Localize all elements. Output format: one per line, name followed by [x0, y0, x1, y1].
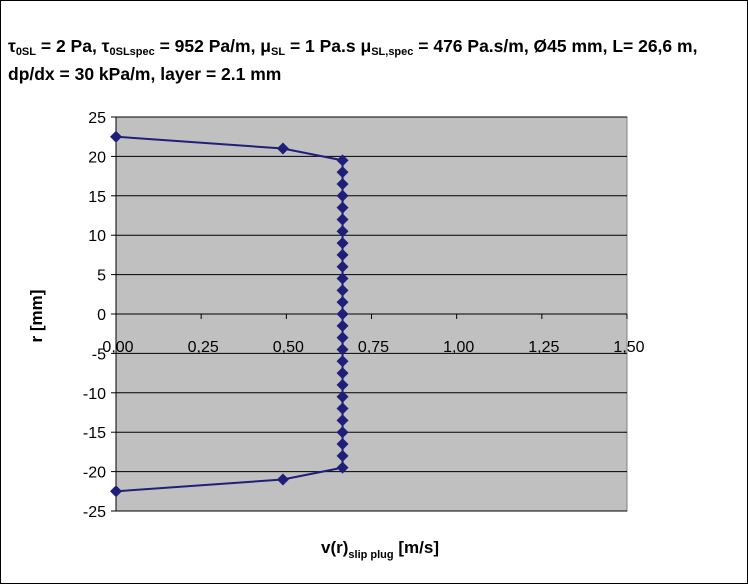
y-tick-label: 10	[88, 228, 106, 245]
data-point	[336, 343, 349, 356]
data-point	[336, 378, 349, 391]
title-mu-2: μ	[360, 36, 372, 56]
x-tick-label: 0,00	[102, 339, 133, 356]
data-point	[336, 331, 349, 344]
data-point	[336, 461, 349, 474]
data-point	[336, 426, 349, 439]
data-point	[336, 260, 349, 273]
y-tick-label: -15	[83, 425, 106, 442]
data-point	[336, 367, 349, 380]
title-mu-1: μ	[260, 36, 272, 56]
title-sub-2: 0SLspec	[109, 46, 155, 58]
data-point	[336, 438, 349, 451]
x-tick-label: 1,50	[613, 339, 644, 356]
data-point	[336, 248, 349, 261]
data-point	[336, 213, 349, 226]
data-point	[336, 225, 349, 238]
data-point	[336, 402, 349, 415]
data-point	[336, 237, 349, 250]
title-tau-1: τ	[8, 36, 16, 56]
axes	[111, 116, 628, 512]
data-point	[336, 166, 349, 179]
y-tick-label: 5	[97, 268, 106, 285]
grid-lines	[116, 116, 627, 512]
data-point	[336, 390, 349, 403]
x-axis-label-unit: [m/s]	[394, 538, 439, 557]
data-point	[110, 485, 122, 498]
x-axis-label-sub: slip plug	[348, 549, 393, 561]
x-tick-label: 0,25	[188, 339, 219, 356]
x-tick-label: 1,25	[528, 339, 559, 356]
title-part-3: = 1 Pa.s	[285, 36, 361, 56]
y-tick-label: -10	[83, 386, 106, 403]
data-point	[336, 308, 349, 320]
y-tick-label: -5	[92, 346, 106, 363]
x-axis-label-main: v(r)	[321, 538, 348, 557]
title-part-4: = 476 Pa.s/m, Ø45 mm, L= 26,6 m, dp/dx =…	[8, 36, 698, 84]
series-markers	[110, 130, 349, 498]
y-tick-label: -20	[83, 465, 106, 482]
y-tick-label: 20	[88, 149, 106, 166]
data-point	[336, 272, 349, 285]
x-axis-label: v(r)slip plug [m/s]	[321, 538, 439, 561]
data-point	[336, 319, 349, 332]
title-part-1: = 2 Pa,	[36, 36, 102, 56]
data-point	[336, 449, 349, 462]
x-tick-label: 0,50	[273, 339, 304, 356]
x-tick-label: 1,00	[443, 339, 474, 356]
data-point	[336, 355, 349, 368]
data-point	[336, 284, 349, 297]
data-point	[336, 414, 349, 427]
title-sub-4: SL,spec	[371, 46, 414, 58]
data-point	[110, 130, 122, 143]
y-tick-label: 0	[97, 307, 106, 324]
data-point	[276, 142, 289, 155]
title-sub-1: 0SL	[15, 46, 36, 58]
y-tick-label: -25	[83, 504, 106, 521]
y-tick-label: 15	[88, 189, 106, 206]
x-tick-labels: 0,00 0,25 0,50 0,75 1,00 1,25 1,50	[102, 339, 644, 356]
data-point	[336, 201, 349, 214]
y-tick-label: 25	[88, 110, 106, 127]
data-point	[276, 473, 289, 486]
data-point	[336, 189, 349, 202]
y-axis-label: r [mm]	[27, 290, 46, 343]
title-part-2: = 952 Pa/m,	[154, 36, 261, 56]
y-tick-labels: 25 20 15 10 5 0 -5 -10 -15 -20 -25	[83, 110, 106, 521]
data-point	[336, 177, 349, 190]
title-sub-3: SL	[271, 46, 286, 58]
title-tau-2: τ	[101, 36, 110, 56]
data-point	[336, 296, 349, 309]
x-tick-label: 0,75	[358, 339, 389, 356]
chart-title: τ0SL = 2 Pa, τ0SLspec = 952 Pa/m, μSL = …	[8, 32, 738, 88]
data-point	[336, 154, 349, 167]
